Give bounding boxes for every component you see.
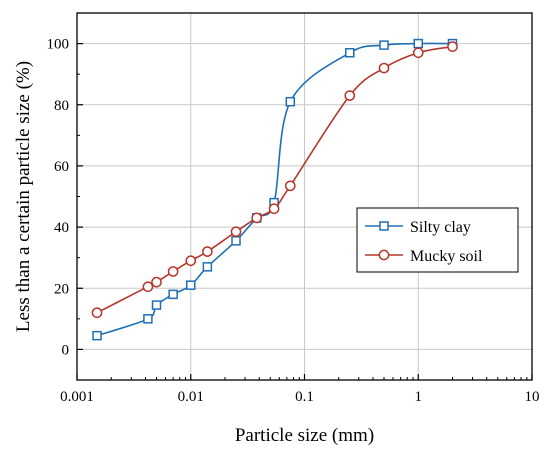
data-point <box>284 180 296 192</box>
y-tick-label: 20 <box>54 281 69 297</box>
data-point <box>230 226 242 238</box>
data-point <box>251 212 263 224</box>
y-tick-label: 60 <box>54 159 69 175</box>
y-axis-title: Less than a certain particle size (%) <box>13 61 34 332</box>
data-point <box>142 281 154 293</box>
data-point <box>413 38 423 49</box>
y-tick-label: 80 <box>54 98 69 114</box>
data-point <box>378 62 390 74</box>
legend-label: Mucky soil <box>410 248 483 265</box>
legend-item: Mucky soil <box>365 248 483 265</box>
x-tick-label: 1 <box>415 389 423 405</box>
legend-box <box>356 207 519 273</box>
data-point <box>202 246 213 257</box>
legend-marker <box>379 221 389 231</box>
legend-label: Silty clay <box>410 219 471 236</box>
data-point <box>202 262 213 272</box>
data-point <box>231 236 241 246</box>
data-point <box>186 280 196 290</box>
x-axis-title: Particle size (mm) <box>235 425 374 446</box>
data-point <box>91 307 103 319</box>
y-tick-label: 100 <box>47 37 70 53</box>
data-point <box>412 47 424 59</box>
x-tick-label: 10 <box>525 389 540 405</box>
data-point <box>268 203 280 215</box>
grid-lines <box>77 13 532 380</box>
data-point <box>185 255 197 267</box>
data-point <box>379 40 389 50</box>
data-point <box>92 330 102 341</box>
data-point <box>167 266 179 277</box>
data-series <box>91 38 458 341</box>
y-tick-label: 40 <box>54 220 69 236</box>
series-2 <box>91 41 458 319</box>
legend: Silty clay Mucky soil <box>356 207 519 273</box>
legend-marker <box>378 249 390 261</box>
data-point <box>143 314 153 324</box>
data-point <box>168 289 178 300</box>
series-1 <box>92 38 458 341</box>
data-point <box>285 96 296 107</box>
legend-item: Silty clay <box>365 219 471 236</box>
series-line <box>96 45 453 314</box>
data-point <box>151 300 162 310</box>
x-tick-label: 0.1 <box>295 389 314 405</box>
x-tick-label: 0.001 <box>60 389 94 405</box>
data-point <box>345 48 355 58</box>
y-tick-label: 0 <box>62 342 70 358</box>
x-tick-label: 0.01 <box>178 389 204 405</box>
data-point <box>151 276 162 288</box>
series-line <box>96 42 453 337</box>
data-point <box>344 90 356 101</box>
data-point <box>447 41 458 52</box>
